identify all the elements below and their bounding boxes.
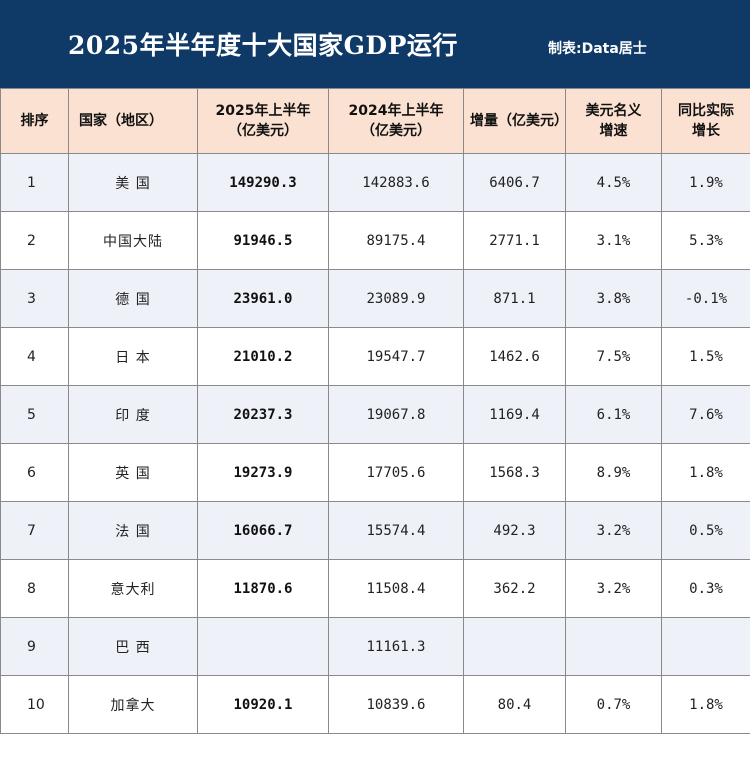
column-header-rank: 排序 [0,88,69,154]
gdp-2024-cell: 17705.6 [328,443,464,502]
column-header-2025-label: 2025年上半年（亿美元） [215,103,311,139]
rank-cell: 1 [0,153,69,212]
real-growth-cell: 1.8% [661,443,750,502]
nominal-growth-cell: 4.5% [565,153,662,212]
real-growth-cell: 7.6% [661,385,750,444]
gdp-2024-cell: 89175.4 [328,211,464,270]
column-header-2024-label: 2024年上半年（亿美元） [348,103,444,139]
increment-cell: 6406.7 [463,153,566,212]
gdp-2025-cell: 21010.2 [197,327,329,386]
column-header-country: 国家（地区） [68,88,198,154]
gdp-2025-cell: 149290.3 [197,153,329,212]
increment-cell: 871.1 [463,269,566,328]
increment-cell: 362.2 [463,559,566,618]
credit-label: 制表:Data居士 [548,41,647,57]
column-header-real-growth-label: 同比实际增长 [678,103,734,139]
table-row: 1 美 国 149290.3 142883.6 6406.7 4.5% 1.9% [0,153,750,212]
real-growth-cell: 1.8% [661,675,750,734]
increment-cell: 1568.3 [463,443,566,502]
increment-cell: 80.4 [463,675,566,734]
gdp-2024-cell: 15574.4 [328,501,464,560]
increment-cell: 2771.1 [463,211,566,270]
rank-cell: 6 [0,443,69,502]
rank-cell: 3 [0,269,69,328]
gdp-2025-cell: 91946.5 [197,211,329,270]
column-header-increment-label: 增量（亿美元） [470,113,566,129]
rank-cell: 4 [0,327,69,386]
increment-cell: 1169.4 [463,385,566,444]
country-cell: 意大利 [68,559,198,618]
country-cell: 日 本 [68,327,198,386]
nominal-growth-cell [565,617,662,676]
country-cell: 加拿大 [68,675,198,734]
rank-cell: 7 [0,501,69,560]
real-growth-cell: 5.3% [661,211,750,270]
country-cell: 中国大陆 [68,211,198,270]
country-cell: 美 国 [68,153,198,212]
real-growth-cell [661,617,750,676]
increment-cell [463,617,566,676]
rank-cell: 2 [0,211,69,270]
column-header-2024: 2024年上半年（亿美元） [328,88,464,154]
gdp-2024-cell: 10839.6 [328,675,464,734]
country-cell: 法 国 [68,501,198,560]
gdp-table: 排序 国家（地区） 2025年上半年（亿美元） 2024年上半年（亿美元） 增量… [0,88,750,734]
gdp-2025-cell: 20237.3 [197,385,329,444]
gdp-2024-cell: 19547.7 [328,327,464,386]
gdp-2024-cell: 142883.6 [328,153,464,212]
table-row: 6 英 国 19273.9 17705.6 1568.3 8.9% 1.8% [0,443,750,502]
gdp-2025-cell: 19273.9 [197,443,329,502]
table-row: 8 意大利 11870.6 11508.4 362.2 3.2% 0.3% [0,559,750,618]
table-row: 7 法 国 16066.7 15574.4 492.3 3.2% 0.5% [0,501,750,560]
nominal-growth-cell: 0.7% [565,675,662,734]
country-cell: 英 国 [68,443,198,502]
column-header-real-growth: 同比实际增长 [661,88,750,154]
increment-cell: 492.3 [463,501,566,560]
nominal-growth-cell: 7.5% [565,327,662,386]
nominal-growth-cell: 3.1% [565,211,662,270]
table-row: 4 日 本 21010.2 19547.7 1462.6 7.5% 1.5% [0,327,750,386]
rank-cell: 9 [0,617,69,676]
table-header-row: 排序 国家（地区） 2025年上半年（亿美元） 2024年上半年（亿美元） 增量… [0,88,750,154]
country-cell: 德 国 [68,269,198,328]
nominal-growth-cell: 8.9% [565,443,662,502]
table-row: 3 德 国 23961.0 23089.9 871.1 3.8% -0.1% [0,269,750,328]
country-cell: 印 度 [68,385,198,444]
page-title: 2025年半年度十大国家GDP运行 [68,31,458,60]
gdp-2025-cell: 16066.7 [197,501,329,560]
column-header-2025: 2025年上半年（亿美元） [197,88,329,154]
table-row: 9 巴 西 11161.3 [0,617,750,676]
table-row: 10 加拿大 10920.1 10839.6 80.4 0.7% 1.8% [0,675,750,734]
gdp-2025-cell: 10920.1 [197,675,329,734]
real-growth-cell: 0.5% [661,501,750,560]
title-bar: 2025年半年度十大国家GDP运行 制表:Data居士 [0,0,750,88]
gdp-2024-cell: 11508.4 [328,559,464,618]
country-cell: 巴 西 [68,617,198,676]
column-header-nominal-growth: 美元名义增速 [565,88,662,154]
real-growth-cell: 1.9% [661,153,750,212]
table-row: 5 印 度 20237.3 19067.8 1169.4 6.1% 7.6% [0,385,750,444]
nominal-growth-cell: 3.2% [565,559,662,618]
table-row: 2 中国大陆 91946.5 89175.4 2771.1 3.1% 5.3% [0,211,750,270]
nominal-growth-cell: 3.8% [565,269,662,328]
nominal-growth-cell: 6.1% [565,385,662,444]
rank-cell: 10 [0,675,69,734]
column-header-increment: 增量（亿美元） [463,88,566,154]
increment-cell: 1462.6 [463,327,566,386]
gdp-2024-cell: 19067.8 [328,385,464,444]
gdp-2024-cell: 23089.9 [328,269,464,328]
rank-cell: 8 [0,559,69,618]
gdp-2025-cell: 11870.6 [197,559,329,618]
nominal-growth-cell: 3.2% [565,501,662,560]
column-header-nominal-growth-label: 美元名义增速 [585,103,642,139]
real-growth-cell: 0.3% [661,559,750,618]
gdp-2025-cell: 23961.0 [197,269,329,328]
gdp-2024-cell: 11161.3 [328,617,464,676]
gdp-2025-cell [197,617,329,676]
real-growth-cell: 1.5% [661,327,750,386]
real-growth-cell: -0.1% [661,269,750,328]
rank-cell: 5 [0,385,69,444]
